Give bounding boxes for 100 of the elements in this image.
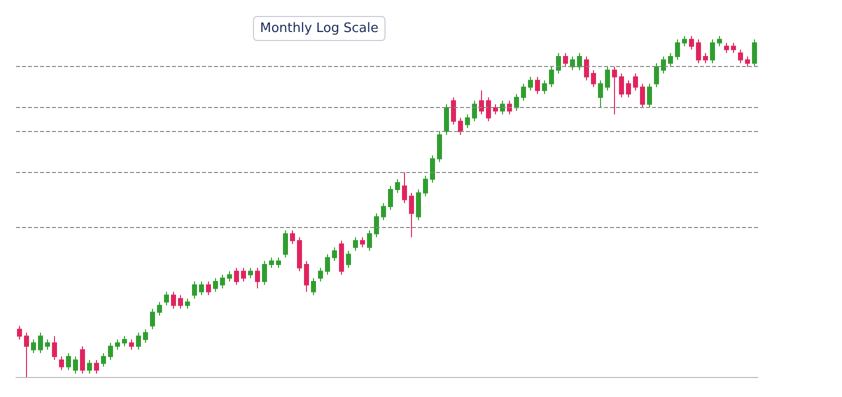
candlestick — [38, 332, 43, 354]
candlestick — [752, 38, 757, 68]
candlestick — [724, 42, 729, 54]
candlestick — [136, 332, 141, 350]
candlestick — [423, 175, 428, 197]
candlestick — [297, 236, 302, 272]
candlestick — [171, 291, 176, 310]
candlestick — [66, 352, 71, 371]
candlestick — [661, 56, 666, 74]
candlestick — [703, 52, 708, 64]
candlestick — [738, 49, 743, 64]
candlestick — [710, 38, 715, 64]
candlestick — [402, 172, 407, 204]
candlestick — [612, 66, 617, 115]
candlestick — [528, 76, 533, 92]
candlestick — [129, 338, 134, 350]
candlestick — [633, 73, 638, 92]
annotation: Monthly Log Scale — [260, 21, 379, 36]
candlestick — [360, 236, 365, 248]
candlestick — [80, 346, 85, 374]
candlestick — [542, 80, 547, 94]
candlestick — [241, 267, 246, 282]
candlestick — [87, 359, 92, 374]
candlestick — [234, 267, 239, 286]
candlestick — [472, 100, 477, 122]
candlestick — [192, 281, 197, 300]
candlestick — [668, 52, 673, 68]
candlestick — [437, 130, 442, 163]
candlestick — [73, 356, 78, 374]
candlestick — [640, 83, 645, 108]
candlestick — [199, 281, 204, 296]
candlestick — [346, 250, 351, 268]
candlestick — [353, 236, 358, 252]
candlestick — [185, 298, 190, 310]
candlestick — [451, 96, 456, 126]
candlestick — [654, 62, 659, 88]
candlestick — [157, 301, 162, 316]
candlestick — [416, 188, 421, 221]
candlestick — [206, 281, 211, 296]
candlestick — [626, 80, 631, 98]
candlestick — [31, 338, 36, 354]
candlestick — [248, 267, 253, 279]
candlestick — [269, 257, 274, 268]
candlestick — [563, 52, 568, 68]
candlestick — [262, 260, 267, 286]
candlestick — [374, 212, 379, 238]
candlestick — [276, 257, 281, 268]
candlestick — [486, 96, 491, 122]
candlestick — [556, 52, 561, 74]
candlestick — [304, 260, 309, 292]
candlestick — [381, 202, 386, 221]
candlestick — [591, 70, 596, 88]
candlestick — [255, 267, 260, 289]
candlestick — [213, 278, 218, 292]
candlestick — [521, 83, 526, 102]
candlestick — [514, 93, 519, 112]
candlestick — [689, 36, 694, 50]
candlestick — [647, 83, 652, 108]
candlestick — [500, 100, 505, 115]
candlestick — [59, 356, 64, 371]
candlestick — [17, 325, 22, 340]
candlestick — [549, 66, 554, 88]
candlestick — [570, 56, 575, 71]
candlestick — [24, 332, 29, 378]
candlestick — [395, 178, 400, 194]
candlestick — [332, 246, 337, 262]
candlestick — [458, 117, 463, 136]
candlestick — [143, 328, 148, 344]
candlestick — [619, 73, 624, 98]
candlestick — [311, 278, 316, 296]
candlestick — [290, 230, 295, 245]
candlestick — [430, 154, 435, 184]
candlestick — [52, 336, 57, 360]
candlestick — [178, 294, 183, 310]
candlestick — [227, 270, 232, 282]
candlestick — [150, 308, 155, 330]
candlestick — [108, 342, 113, 360]
candlestick — [122, 336, 127, 347]
candlestick — [367, 230, 372, 252]
candlestick — [325, 254, 330, 276]
candlestick — [45, 338, 50, 350]
candlestick — [444, 104, 449, 136]
candlestick — [577, 52, 582, 71]
candlestick — [388, 186, 393, 210]
candlestick — [479, 90, 484, 115]
candlestick — [682, 36, 687, 47]
candlestick — [696, 38, 701, 64]
candlestick — [283, 230, 288, 258]
candlestick — [745, 56, 750, 68]
candlestick — [101, 352, 106, 368]
candlestick — [465, 114, 470, 129]
candlestick — [115, 338, 120, 350]
candlestick — [164, 291, 169, 306]
candlestick — [731, 42, 736, 54]
candlestick — [507, 100, 512, 115]
candlestick — [220, 274, 225, 289]
candlestick — [535, 76, 540, 94]
candlestick — [318, 267, 323, 282]
candlestick — [717, 36, 722, 47]
candlestick — [605, 66, 610, 92]
